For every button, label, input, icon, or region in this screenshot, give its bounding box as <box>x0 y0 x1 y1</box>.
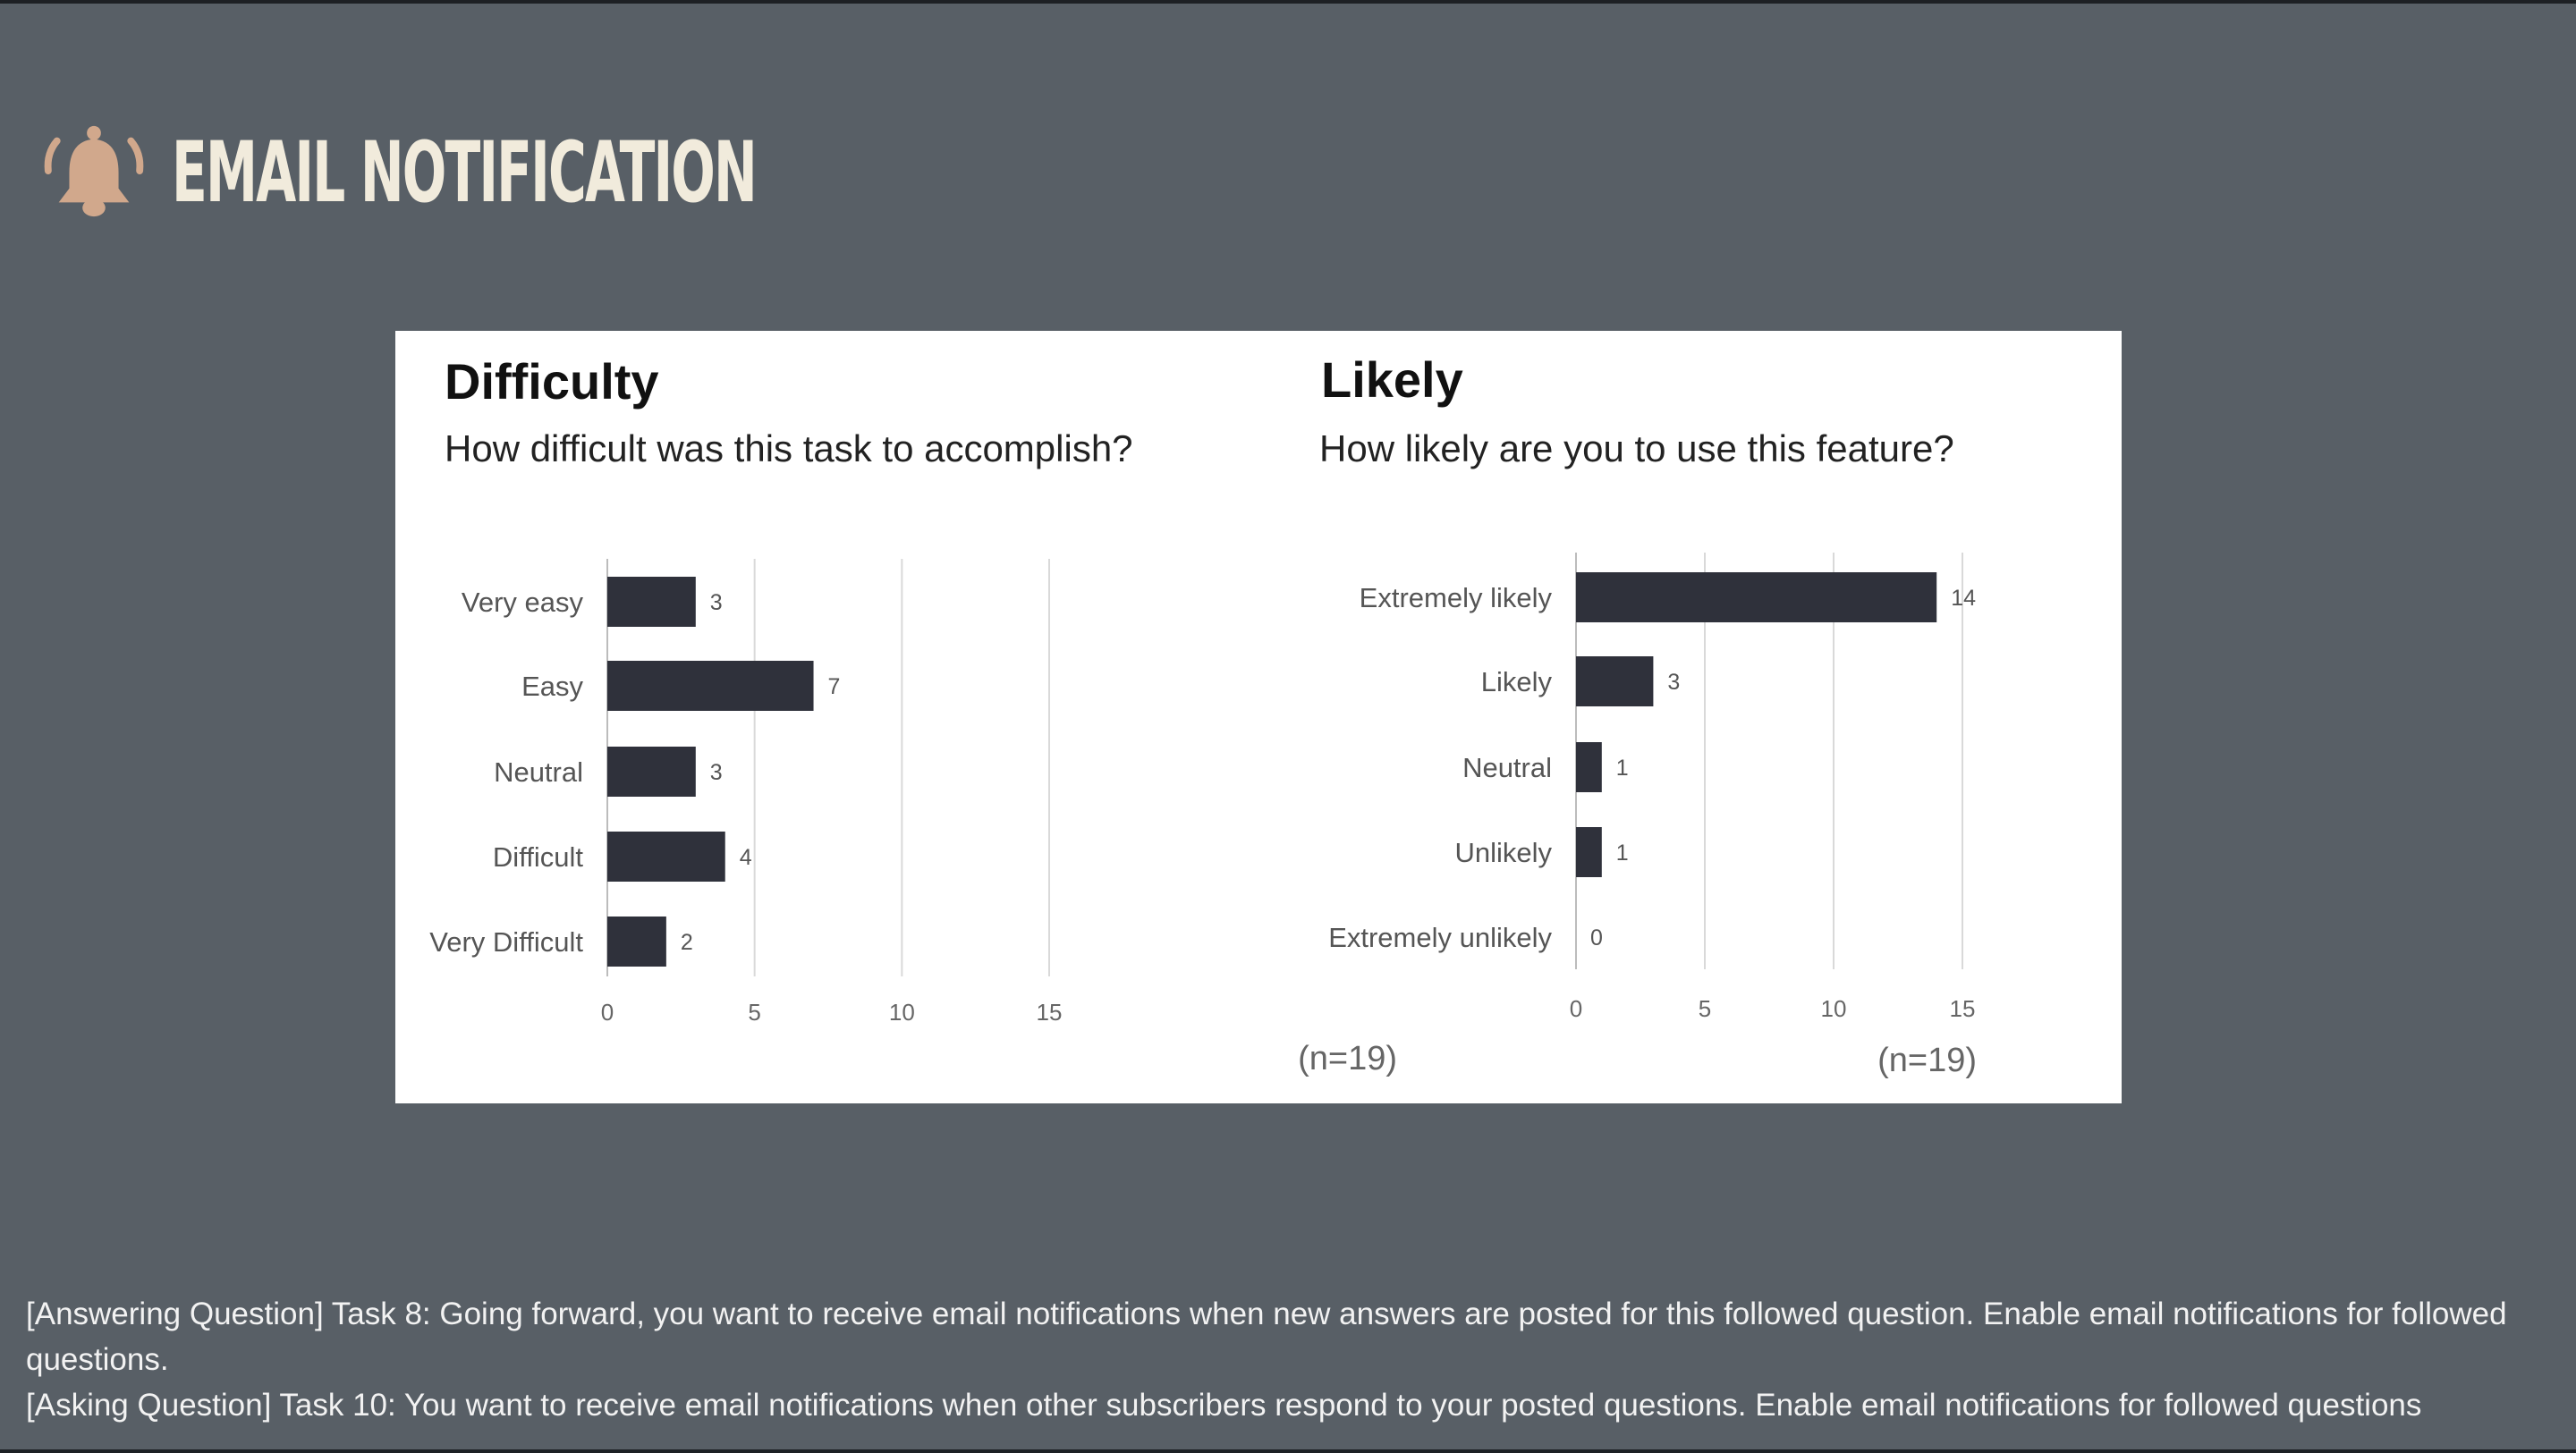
category-label: Neutral <box>494 756 583 788</box>
difficulty-marks: 0 5 10 15 3 Very easy 7 Easy 3 Neutral 4 Difficult 2… <box>429 559 1062 1026</box>
x-tick-label: 15 <box>1037 999 1063 1026</box>
top-border <box>0 0 2576 4</box>
page-title: EMAIL NOTIFICATION <box>172 123 758 222</box>
category-label: Easy <box>521 671 583 702</box>
charts-svg: Difficulty How difficult was this task t… <box>429 351 1977 1079</box>
difficulty-chart: Difficulty How difficult was this task t… <box>429 353 1397 1077</box>
data-label: 4 <box>740 845 752 870</box>
data-label: 14 <box>1951 586 1976 611</box>
category-label: Neutral <box>1462 752 1552 783</box>
x-tick-label: 0 <box>601 999 614 1026</box>
task-note: [Answering Question] Task 8: Going forwa… <box>26 1297 2507 1377</box>
category-label: Extremely unlikely <box>1328 922 1552 953</box>
chart-subtitle: How likely are you to use this feature? <box>1319 427 1954 469</box>
data-label: 3 <box>1667 670 1680 695</box>
x-tick-label: 15 <box>1950 995 1976 1022</box>
bar <box>1576 572 1937 622</box>
data-label: 2 <box>681 930 693 955</box>
category-label: Very easy <box>462 587 584 618</box>
x-tick-label: 5 <box>748 999 760 1026</box>
category-label: Extremely likely <box>1360 582 1553 613</box>
bar <box>607 577 696 627</box>
category-label: Unlikely <box>1454 837 1552 868</box>
category-label: Very Difficult <box>429 926 583 958</box>
bar <box>607 917 666 967</box>
data-label: 3 <box>710 590 723 615</box>
task-notes: [Answering Question] Task 8: Going forwa… <box>26 1291 2539 1428</box>
charts-panel: Difficulty How difficult was this task t… <box>395 331 2122 1103</box>
chart-title: Difficulty <box>445 353 659 410</box>
bar <box>1576 656 1654 706</box>
x-tick-label: 10 <box>1821 995 1847 1022</box>
bar <box>607 747 696 797</box>
category-label: Likely <box>1481 666 1553 697</box>
bar <box>607 832 725 882</box>
data-label: 1 <box>1616 841 1629 866</box>
x-tick-label: 0 <box>1570 995 1582 1022</box>
data-label: 1 <box>1616 756 1629 781</box>
bar <box>1576 827 1602 877</box>
chart-title: Likely <box>1321 351 1463 408</box>
category-label: Difficult <box>493 841 583 873</box>
bar <box>1576 742 1602 792</box>
data-label: 0 <box>1590 925 1603 950</box>
x-tick-label: 5 <box>1699 995 1711 1022</box>
bar <box>607 661 814 711</box>
sample-size-label: (n=19) <box>1877 1042 1977 1079</box>
slide-header: EMAIL NOTIFICATION <box>41 114 1114 231</box>
bottom-border <box>0 1449 2576 1453</box>
bell-icon <box>44 125 144 217</box>
chart-subtitle: How difficult was this task to accomplis… <box>445 427 1133 469</box>
task-note: [Asking Question] Task 10: You want to r… <box>26 1388 2422 1423</box>
likely-chart: Likely How likely are you to use this fe… <box>1319 351 1977 1079</box>
sample-size-label: (n=19) <box>1298 1040 1397 1077</box>
data-label: 7 <box>828 674 841 699</box>
data-label: 3 <box>710 760 723 785</box>
x-tick-label: 10 <box>889 999 915 1026</box>
